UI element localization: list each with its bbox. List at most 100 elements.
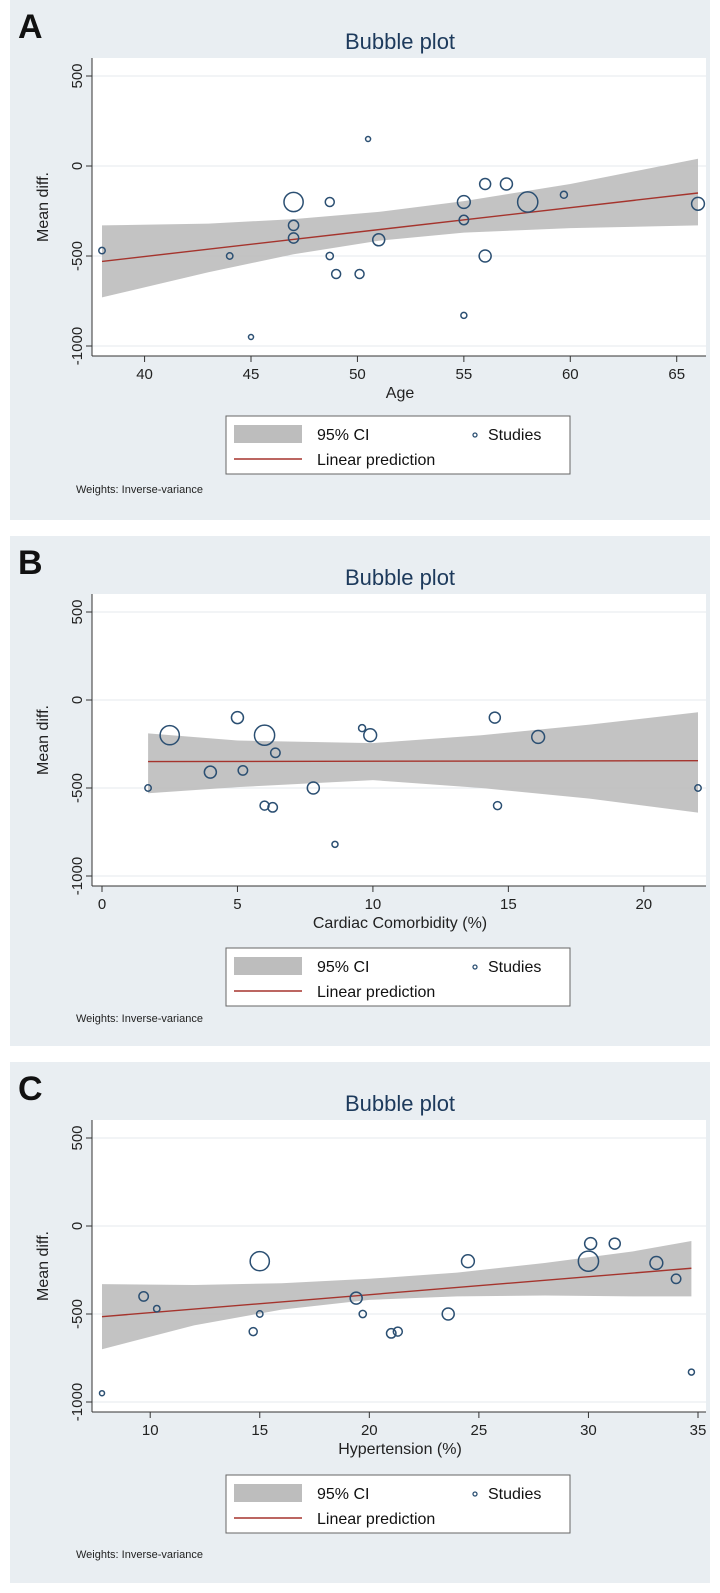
chart-c-bubble-11 xyxy=(460,1254,476,1269)
chart-a-xtick-label-2: 50 xyxy=(349,366,366,383)
chart-a-ytick-label-1: 0 xyxy=(69,162,86,170)
chart-c-xtick-label-3: 25 xyxy=(471,1422,488,1439)
chart-a-ci-band xyxy=(102,158,698,298)
chart-a-ylabel: Mean diff. xyxy=(35,172,52,242)
chart-c-bubble-3 xyxy=(248,1326,258,1337)
chart-a-bubble-1 xyxy=(225,252,234,260)
chart-c-xtick-label-5: 35 xyxy=(690,1422,707,1439)
chart-b-xtick-label-3: 15 xyxy=(500,896,517,913)
chart-b-fit-line xyxy=(148,760,699,763)
chart-a-xtick-label-3: 55 xyxy=(456,366,473,383)
chart-a-legend-line-label: Linear prediction xyxy=(317,452,435,469)
chart-c-xtick-label-2: 20 xyxy=(361,1422,378,1439)
chart-b-ci-band xyxy=(148,712,699,813)
chart-a-bubble-11 xyxy=(371,233,386,247)
chart-b-title: Bubble plot xyxy=(345,565,455,590)
chart-a-bubble-20 xyxy=(690,196,706,211)
chart-c-bubble-14 xyxy=(608,1237,621,1250)
chart-c-xtick-label-4: 30 xyxy=(580,1422,597,1439)
chart-b-bubble-1 xyxy=(159,724,181,746)
chart-a-xtick-label-4: 60 xyxy=(562,366,579,383)
chart-a-weights-note: Weights: Inverse-variance xyxy=(76,484,203,496)
panel-c: C Bubble plot 500 0 -500 -1000 Mean diff. 10 15 2… xyxy=(10,1062,710,1583)
chart-c-bubble-12 xyxy=(577,1250,600,1273)
chart-a-bubble-13 xyxy=(458,214,470,226)
chart-c: C Bubble plot 500 0 -500 -1000 Mean diff. 10 15 2… xyxy=(18,1070,707,1561)
chart-a-bubble-2 xyxy=(247,333,255,341)
chart-b-xtick-label-4: 20 xyxy=(635,896,652,913)
chart-a-legend-studies-marker xyxy=(472,432,478,438)
chart-b-ytick-label-2: -500 xyxy=(69,773,86,803)
chart-c-xtick-label-1: 15 xyxy=(251,1422,268,1439)
chart-b-bubble-11 xyxy=(357,723,367,733)
chart-a-bubble-7 xyxy=(325,251,335,261)
chart-a-xtick-label-5: 65 xyxy=(668,366,685,383)
chart-b-ytick-label-3: -1000 xyxy=(69,857,86,895)
chart-c-bubble-0 xyxy=(98,1389,106,1397)
chart-c-bubble-16 xyxy=(670,1273,682,1285)
chart-c-weights-note: Weights: Inverse-variance xyxy=(76,1549,203,1561)
chart-a-bubble-4 xyxy=(287,219,300,232)
chart-c-legend-studies-marker xyxy=(472,1491,478,1497)
chart-a-bubble-6 xyxy=(324,196,336,208)
chart-b-ytick-label-1: 0 xyxy=(69,696,86,704)
chart-b-bubble-14 xyxy=(492,800,503,811)
chart-a-fit-line xyxy=(101,192,699,263)
chart-c-legend-ci-swatch xyxy=(234,1484,302,1502)
chart-a-legend-ci-swatch xyxy=(234,425,302,443)
chart-a-bubble-8 xyxy=(330,268,342,280)
chart-b-bubble-12 xyxy=(363,728,378,743)
chart-a-legend-studies-label: Studies xyxy=(488,427,541,444)
chart-c-bubble-13 xyxy=(583,1236,598,1251)
chart-b-bubble-9 xyxy=(306,781,321,795)
chart-c-bubble-7 xyxy=(358,1309,368,1319)
chart-b-legend-studies-marker xyxy=(472,964,478,970)
chart-c-title: Bubble plot xyxy=(345,1091,455,1116)
chart-a-bubble-5 xyxy=(287,232,300,244)
chart-c-legend-studies-label: Studies xyxy=(488,1486,541,1503)
chart-b-xtick-label-2: 10 xyxy=(365,896,382,913)
chart-a-bubble-12 xyxy=(456,194,472,210)
chart-a-bubble-9 xyxy=(354,268,365,280)
chart-c-xtick-label-0: 10 xyxy=(142,1422,159,1439)
chart-c-ytick-label-2: -500 xyxy=(69,1299,86,1329)
chart-b-bubble-4 xyxy=(237,764,249,776)
chart-b-bubble-0 xyxy=(144,784,153,792)
chart-b-legend-ci-swatch xyxy=(234,957,302,975)
chart-c-bubble-8 xyxy=(385,1327,397,1339)
chart-b-bubble-3 xyxy=(230,710,245,725)
chart-c-ylabel: Mean diff. xyxy=(35,1231,52,1301)
chart-c-bubble-15 xyxy=(649,1255,664,1271)
chart-b-weights-note: Weights: Inverse-variance xyxy=(76,1013,203,1025)
chart-b-xlabel: Cardiac Comorbidity (%) xyxy=(313,915,487,932)
chart-b-bubble-8 xyxy=(269,747,281,759)
chart-a: A Bubble plot 500 0 -500 -1000 Mean diff. 40 45 5… xyxy=(18,8,706,496)
chart-c-bubble-17 xyxy=(687,1368,696,1376)
chart-b-bubble-2 xyxy=(203,765,218,779)
chart-a-xlabel: Age xyxy=(386,385,415,402)
chart-c-ci-band xyxy=(102,1241,692,1350)
chart-b-bubble-7 xyxy=(267,801,279,813)
chart-a-ytick-label-3: -1000 xyxy=(69,327,86,365)
chart-b-bubble-5 xyxy=(253,724,276,747)
chart-b: B Bubble plot 500 0 -500 -1000 Mean diff. 0 5 10 1… xyxy=(18,544,706,1025)
chart-b-bubble-13 xyxy=(488,711,502,724)
chart-c-bubble-5 xyxy=(255,1310,264,1318)
chart-b-xtick-label-0: 0 xyxy=(98,896,106,913)
chart-a-ytick-label-2: -500 xyxy=(69,241,86,271)
chart-c-legend-line-label: Linear prediction xyxy=(317,1511,435,1528)
chart-a-xtick-label-1: 45 xyxy=(243,366,260,383)
chart-a-bubble-15 xyxy=(478,177,492,191)
panel-b: B Bubble plot 500 0 -500 -1000 Mean diff. 0 5 10 1… xyxy=(10,536,710,1046)
chart-a-xtick-label-0: 40 xyxy=(136,366,153,383)
chart-c-bubble-1 xyxy=(138,1290,150,1302)
chart-c-bubble-6 xyxy=(349,1291,363,1305)
chart-b-ytick-label-0: 500 xyxy=(69,599,86,624)
chart-a-bubble-16 xyxy=(478,249,492,263)
panel-a: A Bubble plot 500 0 -500 -1000 Mean diff. 40 45 5… xyxy=(10,0,710,520)
chart-b-legend-line-label: Linear prediction xyxy=(317,984,435,1001)
chart-a-ytick-label-0: 500 xyxy=(69,63,86,88)
chart-b-ylabel: Mean diff. xyxy=(35,705,52,775)
chart-a-legend-ci-label: 95% CI xyxy=(317,427,369,444)
chart-c-fit-line xyxy=(101,1267,692,1318)
